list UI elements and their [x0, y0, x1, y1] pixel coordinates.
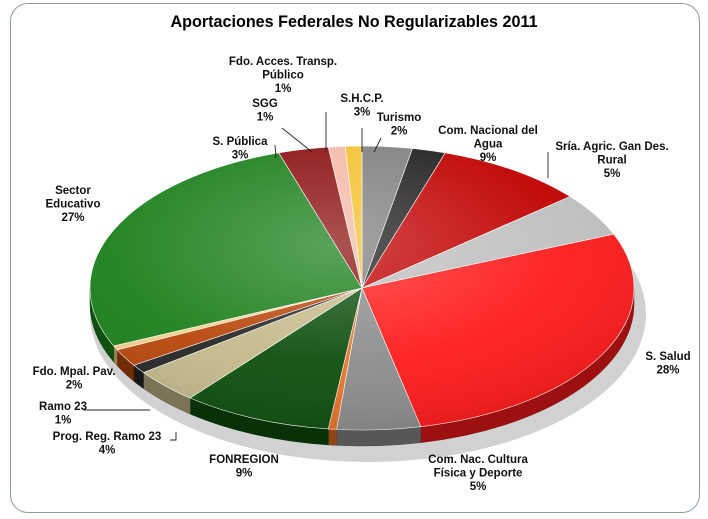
chart-title: Aportaciones Federales No Regularizables…	[170, 12, 538, 31]
slice-label-line: Público	[262, 70, 304, 82]
slice-label-line: S.H.C.P.	[340, 93, 383, 105]
slice-label-line: FONREGION	[209, 454, 279, 466]
slice-label-line: 3%	[354, 107, 371, 119]
slice-label: FONREGION 9%	[209, 454, 279, 480]
slice-label: S. Pública 3%	[213, 136, 269, 162]
slice-label-line: 5%	[470, 481, 487, 493]
leader-line	[170, 432, 177, 441]
slice-label: Sría. Agric. Gan Des. Rural 5%	[555, 141, 668, 180]
slice-label-line: SGG	[252, 98, 278, 110]
slice-label-line: Agua	[474, 139, 503, 151]
leader-lines	[84, 112, 549, 441]
slice-label-line: 1%	[257, 112, 274, 124]
slice-label: S. Salud 28%	[645, 351, 690, 377]
slice-labels: S.H.C.P. 3% Turismo 2% Com. Nacional del Agua…	[33, 56, 691, 493]
slice-label-line: 9%	[480, 152, 497, 164]
slice-label-line: 9%	[236, 468, 253, 480]
slice-label-line: Fdo. Mpal. Pav.	[33, 366, 116, 378]
slice-label-line: Ramo 23	[39, 401, 87, 413]
slice-label-line: S. Pública	[213, 136, 269, 148]
pie-slice-side	[327, 428, 337, 446]
slice-label-line: Prog. Reg. Ramo 23	[53, 431, 162, 443]
leader-line	[281, 127, 313, 153]
pie-slices	[89, 145, 635, 431]
slice-label-line: 27%	[61, 212, 84, 224]
slice-label: Prog. Reg. Ramo 23 4%	[53, 431, 162, 457]
leader-line	[274, 144, 277, 159]
slice-label-line: Fdo. Acces. Transp.	[229, 56, 337, 68]
slice-label: Fdo. Acces. Transp. Público 1%	[229, 56, 337, 95]
slice-label-line: S. Salud	[645, 351, 690, 363]
slice-label-line: Sría. Agric. Gan Des.	[555, 141, 668, 153]
slice-label: Com. Nac. Cultura Física y Deporte 5%	[428, 454, 528, 493]
slice-label-line: Turismo	[377, 112, 422, 124]
slice-label-line: 4%	[99, 445, 116, 457]
slice-label: Fdo. Mpal. Pav. 2%	[33, 366, 116, 392]
slice-label-line: Com. Nacional del	[438, 125, 538, 137]
slice-label: Turismo 2%	[377, 112, 422, 138]
slice-label-line: Com. Nac. Cultura	[428, 454, 528, 466]
slice-label-line: 1%	[275, 83, 292, 95]
slice-label-line: 3%	[232, 150, 249, 162]
slice-label-line: Rural	[597, 155, 626, 167]
slice-label-line: 2%	[391, 126, 408, 138]
slice-label-line: 1%	[55, 415, 72, 427]
slice-label-line: Educativo	[46, 199, 101, 211]
slice-label: SGG 1%	[252, 98, 278, 124]
slice-label: Sector Educativo 27%	[46, 185, 101, 224]
slice-label-line: Sector	[55, 185, 91, 197]
leader-line	[373, 137, 382, 153]
slice-label-line: 5%	[604, 168, 621, 180]
slice-label: S.H.C.P. 3%	[340, 93, 383, 119]
slice-label-line: 28%	[656, 365, 679, 377]
slice-label-line: 2%	[66, 380, 83, 392]
slice-label: Com. Nacional del Agua 9%	[438, 125, 538, 164]
slice-label-line: Física y Deporte	[434, 468, 523, 480]
slice-label: Ramo 23 1%	[39, 401, 87, 427]
